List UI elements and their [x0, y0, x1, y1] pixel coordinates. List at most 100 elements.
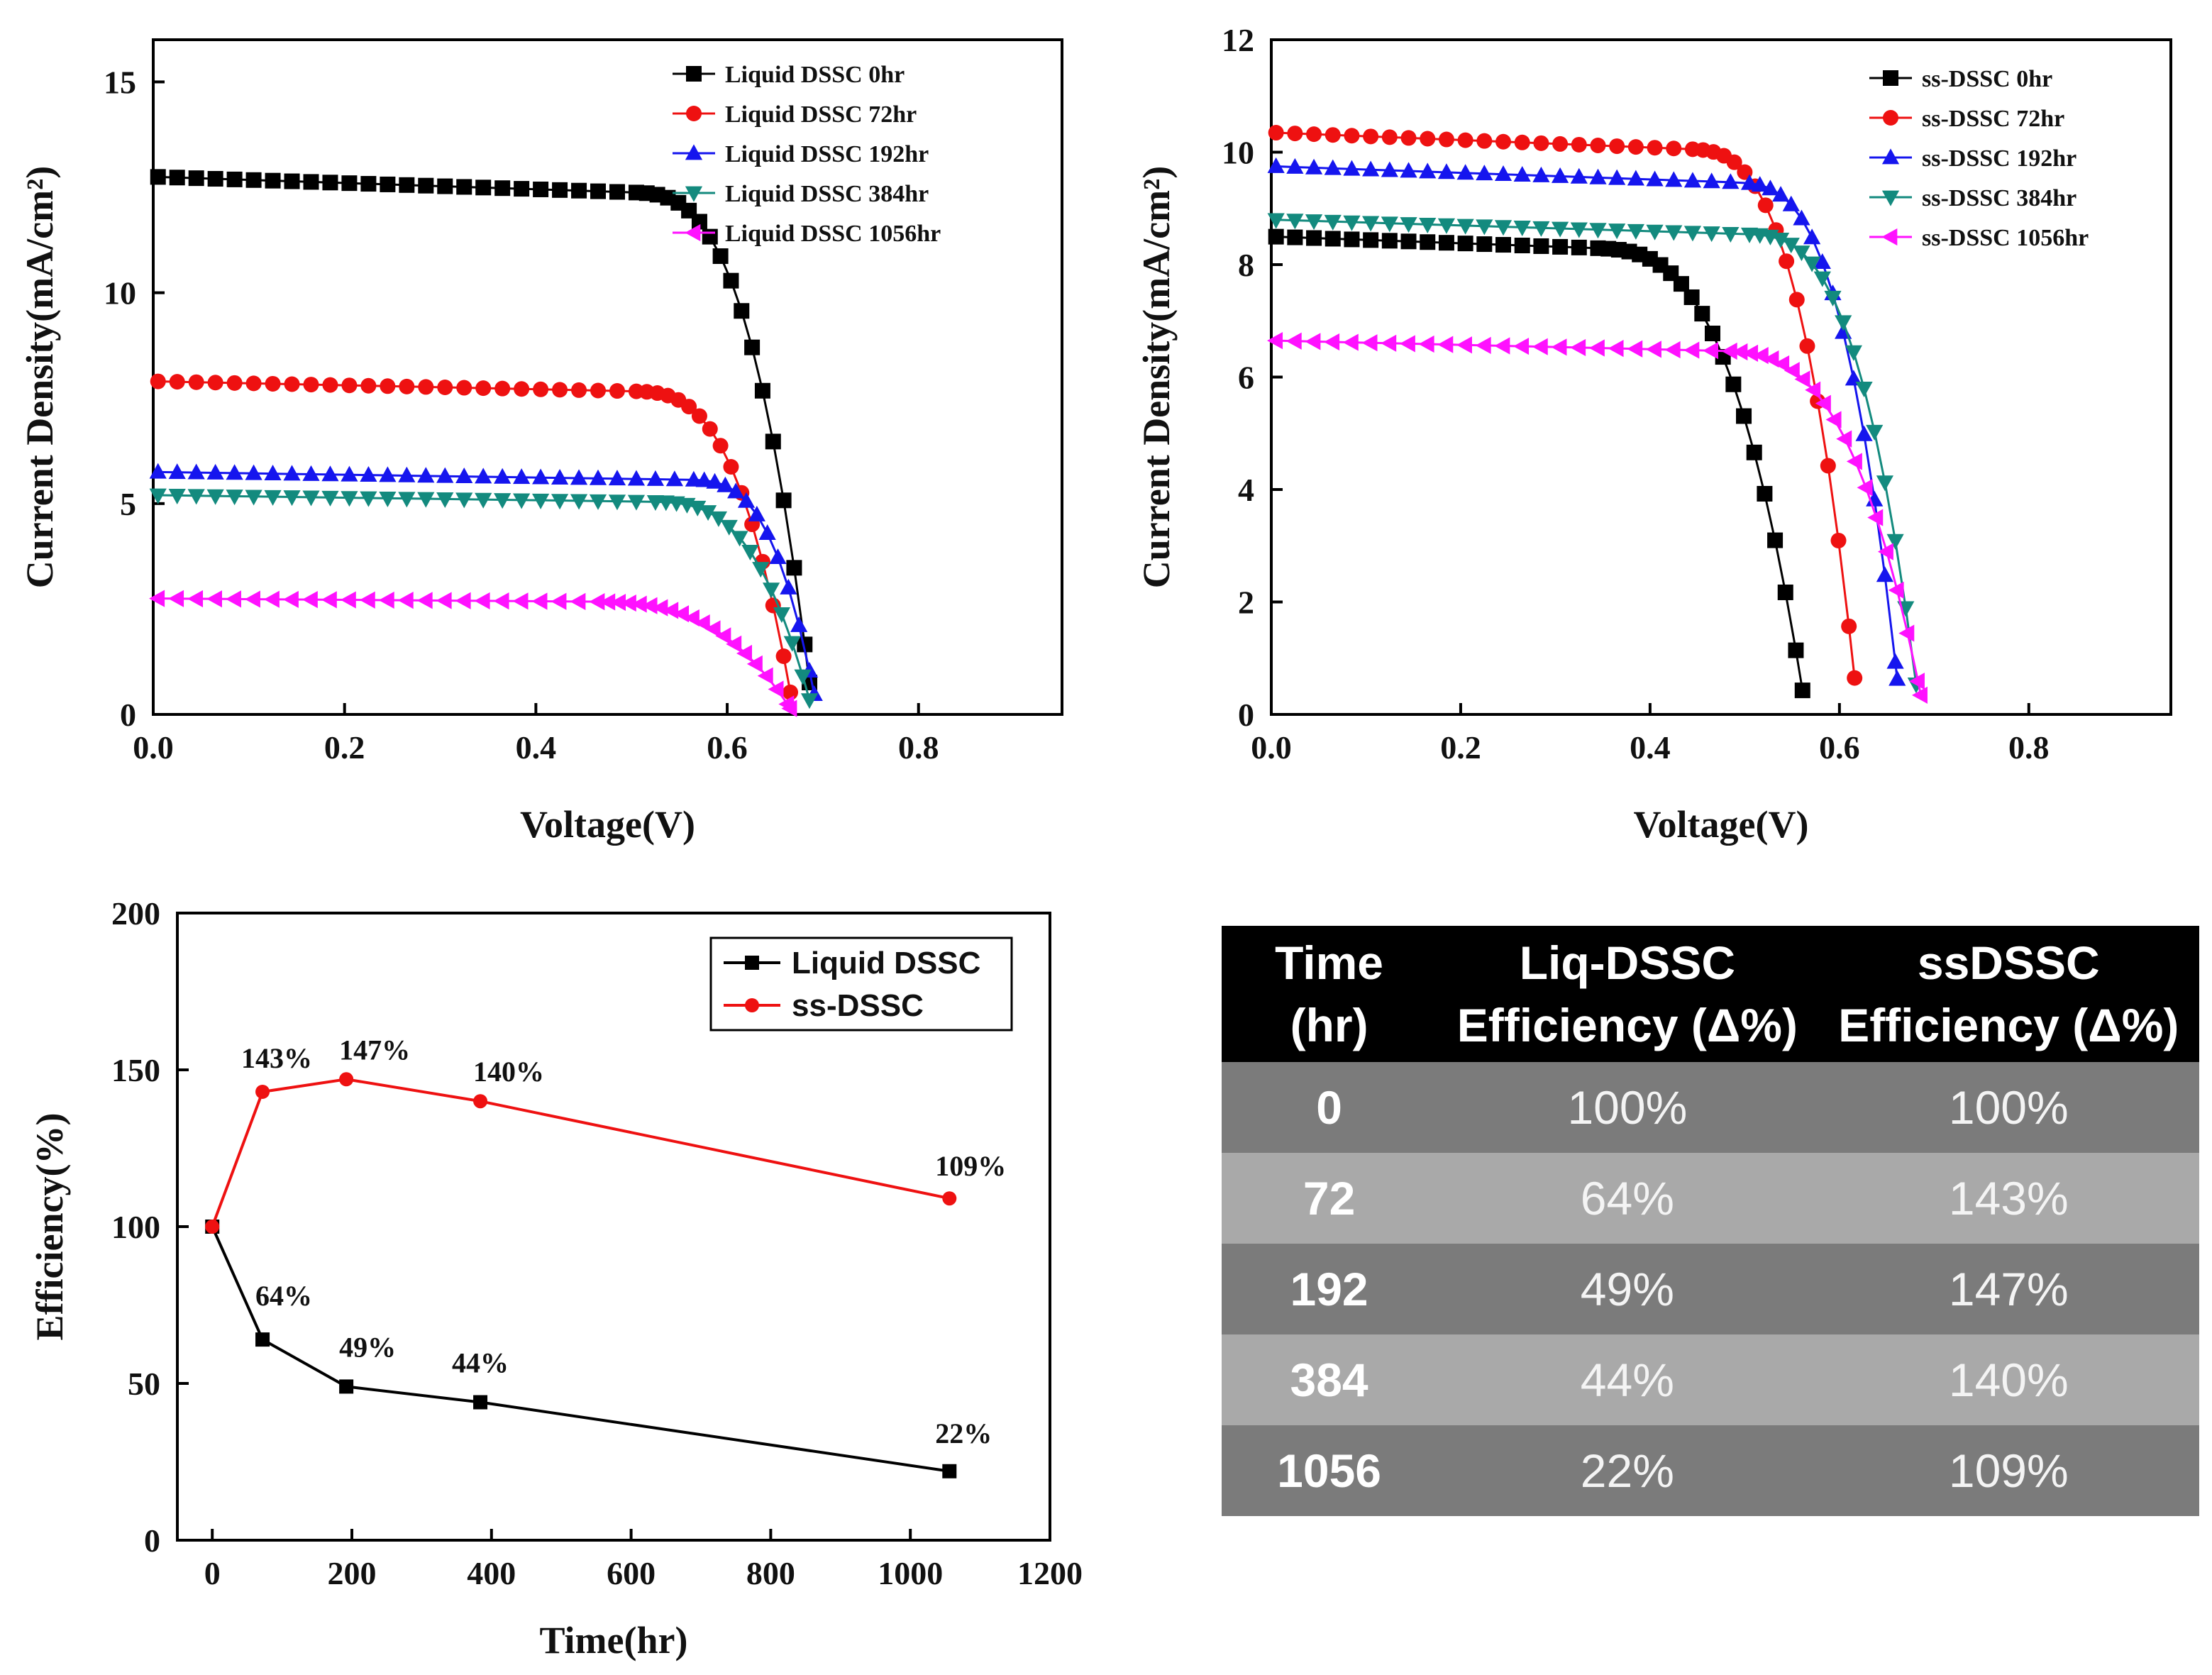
x-axis-label: Voltage(V) [1634, 803, 1809, 846]
data-point [608, 470, 626, 486]
data-point [552, 182, 568, 198]
series-line [157, 380, 792, 693]
data-point [1324, 214, 1342, 231]
y-tick-label: 15 [104, 64, 136, 100]
legend-label: ss-DSSC 192hr [1922, 145, 2076, 172]
data-point [741, 544, 759, 560]
data-point [1267, 157, 1285, 173]
x-tick-label: 0.2 [1440, 729, 1481, 765]
x-tick-label: 0.0 [1251, 729, 1292, 765]
data-point [1757, 197, 1774, 214]
data-point [695, 471, 713, 487]
data-point [284, 173, 300, 189]
data-label: 22% [935, 1417, 992, 1449]
data-point [570, 469, 588, 485]
data-point [1552, 238, 1569, 255]
data-point [786, 560, 802, 576]
data-point [341, 491, 358, 507]
data-point [1857, 479, 1873, 497]
data-point [207, 171, 223, 187]
data-point [1570, 167, 1588, 184]
data-point [1457, 132, 1473, 148]
data-point [533, 181, 549, 197]
series-line [1276, 131, 1856, 678]
data-point [380, 176, 396, 192]
y-tick-label: 2 [1238, 585, 1254, 621]
x-tick-label: 1200 [1017, 1555, 1083, 1591]
data-point [1867, 509, 1884, 526]
data-point [551, 494, 569, 510]
data-point [1876, 475, 1894, 492]
data-label: 109% [935, 1150, 1006, 1182]
data-point [150, 373, 166, 389]
legend-label: Liquid DSSC 1056hr [725, 221, 941, 247]
data-point [226, 464, 243, 480]
data-point [1732, 343, 1748, 361]
data-point [768, 680, 784, 698]
data-point [1752, 347, 1769, 365]
legend-marker [686, 106, 702, 121]
legend-marker [685, 186, 703, 202]
data-point [475, 468, 492, 484]
data-point [942, 1464, 957, 1478]
efficiency-table: Time (hr) Liq-DSSC Efficiency (Δ%) ssDSSC E… [1222, 926, 2199, 1516]
data-point [1456, 336, 1472, 354]
data-point [1855, 425, 1873, 441]
data-point [456, 380, 472, 396]
data-point [685, 470, 702, 487]
data-point [1286, 157, 1304, 174]
data-point [1608, 223, 1626, 240]
data-label: 143% [241, 1042, 312, 1074]
data-point [244, 590, 260, 608]
y-tick-label: 5 [120, 486, 136, 522]
data-point [341, 465, 358, 482]
data-point [1494, 165, 1513, 182]
data-point [1325, 231, 1341, 247]
legend-label: ss-DSSC [792, 988, 924, 1023]
data-point [1627, 340, 1643, 358]
data-point [1793, 245, 1810, 262]
legend-label: Liquid DSSC 384hr [725, 181, 929, 207]
legend-marker [745, 956, 759, 970]
data-point [590, 382, 607, 399]
data-point [942, 1191, 957, 1206]
data-point [1877, 543, 1893, 560]
data-point [206, 463, 224, 480]
data-point [188, 170, 204, 187]
x-tick-label: 0 [204, 1555, 221, 1591]
legend-label: Liquid DSSC 192hr [725, 141, 929, 167]
data-label: 64% [255, 1280, 312, 1312]
data-point [1841, 618, 1857, 634]
data-point [570, 592, 586, 610]
data-point [717, 476, 734, 492]
data-point [1363, 128, 1379, 145]
table-header-row: Time (hr) Liq-DSSC Efficiency (Δ%) ssDSSC E… [1222, 926, 2199, 1062]
data-point [1570, 338, 1586, 357]
table-header-liq: Liq-DSSC Efficiency (Δ%) [1437, 926, 1818, 1062]
data-point [512, 592, 529, 610]
data-point [360, 176, 377, 192]
data-point [1683, 226, 1702, 242]
data-point [754, 382, 770, 399]
data-point [1830, 532, 1847, 548]
data-point [1647, 140, 1663, 156]
x-axis-label: Time(hr) [540, 1619, 688, 1662]
data-point [734, 303, 750, 319]
table-cell: 100% [1818, 1062, 2199, 1153]
data-point [797, 636, 813, 653]
data-point [571, 382, 587, 398]
data-point [1267, 332, 1283, 350]
data-point [149, 463, 167, 479]
data-point [627, 494, 646, 511]
data-point [340, 591, 356, 609]
data-point [1908, 673, 1925, 690]
data-point [571, 182, 587, 199]
data-point [399, 177, 415, 193]
data-point [736, 644, 753, 663]
data-point [1305, 333, 1321, 350]
y-tick-label: 0 [1238, 697, 1254, 733]
data-point [303, 377, 319, 393]
data-point [1588, 339, 1605, 357]
table-row: 1056 22% 109% [1222, 1425, 2199, 1516]
data-point [1571, 136, 1587, 153]
